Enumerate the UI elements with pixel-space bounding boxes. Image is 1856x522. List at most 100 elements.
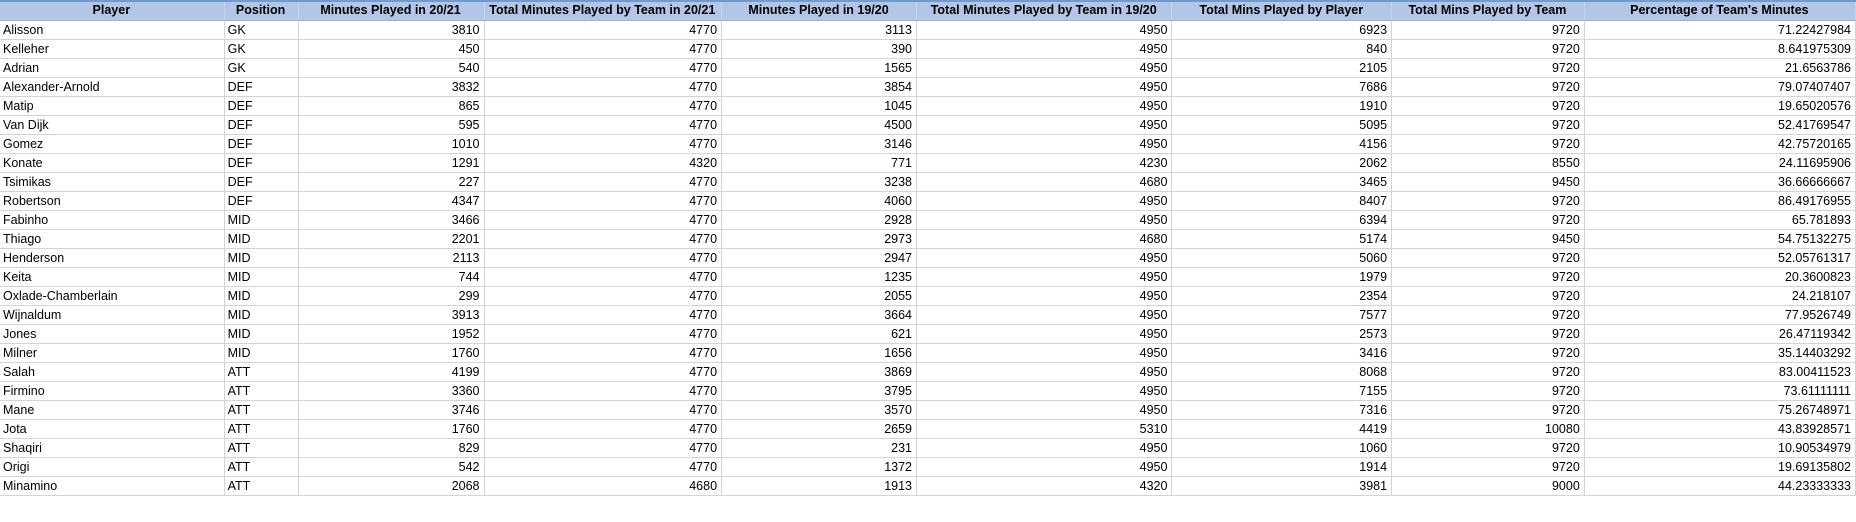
position-cell[interactable]: ATT <box>224 476 299 496</box>
team-minutes-1920-cell[interactable]: 4950 <box>916 96 1173 116</box>
team-minutes-1920-cell[interactable]: 4950 <box>916 191 1173 211</box>
total-player-mins-cell[interactable]: 1979 <box>1171 267 1393 287</box>
header-cell-team-minutes-1920[interactable]: Total Minutes Played by Team in 19/20 <box>916 0 1173 21</box>
total-player-mins-cell[interactable]: 1910 <box>1171 96 1393 116</box>
team-minutes-1920-cell[interactable]: 4950 <box>916 400 1173 420</box>
position-cell[interactable]: MID <box>224 324 299 344</box>
minutes-2021-cell[interactable]: 865 <box>298 96 485 116</box>
total-team-mins-cell[interactable]: 9720 <box>1391 248 1585 268</box>
team-minutes-1920-cell[interactable]: 4950 <box>916 115 1173 135</box>
header-cell-total-player-mins[interactable]: Total Mins Played by Player <box>1171 0 1393 21</box>
player-cell[interactable]: Milner <box>0 343 225 363</box>
total-team-mins-cell[interactable]: 10080 <box>1391 419 1585 439</box>
team-minutes-2021-cell[interactable]: 4770 <box>484 20 723 40</box>
team-minutes-2021-cell[interactable]: 4770 <box>484 134 723 154</box>
team-minutes-1920-cell[interactable]: 4950 <box>916 286 1173 306</box>
percentage-cell[interactable]: 86.49176955 <box>1584 191 1856 211</box>
minutes-1920-cell[interactable]: 2055 <box>721 286 917 306</box>
team-minutes-2021-cell[interactable]: 4770 <box>484 248 723 268</box>
team-minutes-2021-cell[interactable]: 4770 <box>484 343 723 363</box>
minutes-2021-cell[interactable]: 3913 <box>298 305 485 325</box>
minutes-2021-cell[interactable]: 744 <box>298 267 485 287</box>
minutes-1920-cell[interactable]: 3795 <box>721 381 917 401</box>
total-team-mins-cell[interactable]: 9720 <box>1391 343 1585 363</box>
team-minutes-2021-cell[interactable]: 4770 <box>484 96 723 116</box>
team-minutes-2021-cell[interactable]: 4770 <box>484 400 723 420</box>
percentage-cell[interactable]: 24.218107 <box>1584 286 1856 306</box>
total-team-mins-cell[interactable]: 9720 <box>1391 457 1585 477</box>
total-team-mins-cell[interactable]: 9720 <box>1391 286 1585 306</box>
total-player-mins-cell[interactable]: 7577 <box>1171 305 1393 325</box>
team-minutes-2021-cell[interactable]: 4770 <box>484 39 723 59</box>
team-minutes-1920-cell[interactable]: 4320 <box>916 476 1173 496</box>
team-minutes-1920-cell[interactable]: 4950 <box>916 210 1173 230</box>
minutes-2021-cell[interactable]: 829 <box>298 438 485 458</box>
team-minutes-1920-cell[interactable]: 4680 <box>916 172 1173 192</box>
total-team-mins-cell[interactable]: 9720 <box>1391 438 1585 458</box>
player-cell[interactable]: Oxlade-Chamberlain <box>0 286 225 306</box>
percentage-cell[interactable]: 75.26748971 <box>1584 400 1856 420</box>
player-cell[interactable]: Shaqiri <box>0 438 225 458</box>
team-minutes-2021-cell[interactable]: 4770 <box>484 115 723 135</box>
position-cell[interactable]: ATT <box>224 381 299 401</box>
total-player-mins-cell[interactable]: 2573 <box>1171 324 1393 344</box>
position-cell[interactable]: MID <box>224 267 299 287</box>
total-team-mins-cell[interactable]: 8550 <box>1391 153 1585 173</box>
team-minutes-2021-cell[interactable]: 4770 <box>484 381 723 401</box>
minutes-2021-cell[interactable]: 542 <box>298 457 485 477</box>
position-cell[interactable]: ATT <box>224 419 299 439</box>
total-player-mins-cell[interactable]: 3981 <box>1171 476 1393 496</box>
team-minutes-1920-cell[interactable]: 4950 <box>916 77 1173 97</box>
total-team-mins-cell[interactable]: 9720 <box>1391 362 1585 382</box>
minutes-1920-cell[interactable]: 4060 <box>721 191 917 211</box>
team-minutes-2021-cell[interactable]: 4770 <box>484 324 723 344</box>
team-minutes-1920-cell[interactable]: 4230 <box>916 153 1173 173</box>
percentage-cell[interactable]: 20.3600823 <box>1584 267 1856 287</box>
total-player-mins-cell[interactable]: 840 <box>1171 39 1393 59</box>
minutes-1920-cell[interactable]: 3238 <box>721 172 917 192</box>
team-minutes-1920-cell[interactable]: 4950 <box>916 267 1173 287</box>
player-cell[interactable]: Konate <box>0 153 225 173</box>
minutes-1920-cell[interactable]: 2973 <box>721 229 917 249</box>
player-cell[interactable]: Alexander-Arnold <box>0 77 225 97</box>
percentage-cell[interactable]: 65.781893 <box>1584 210 1856 230</box>
minutes-1920-cell[interactable]: 2928 <box>721 210 917 230</box>
minutes-2021-cell[interactable]: 299 <box>298 286 485 306</box>
player-cell[interactable]: Van Dijk <box>0 115 225 135</box>
total-team-mins-cell[interactable]: 9720 <box>1391 39 1585 59</box>
percentage-cell[interactable]: 71.22427984 <box>1584 20 1856 40</box>
total-player-mins-cell[interactable]: 1060 <box>1171 438 1393 458</box>
team-minutes-1920-cell[interactable]: 4950 <box>916 39 1173 59</box>
team-minutes-1920-cell[interactable]: 4950 <box>916 58 1173 78</box>
total-player-mins-cell[interactable]: 7316 <box>1171 400 1393 420</box>
player-cell[interactable]: Jones <box>0 324 225 344</box>
minutes-1920-cell[interactable]: 1372 <box>721 457 917 477</box>
position-cell[interactable]: DEF <box>224 191 299 211</box>
minutes-2021-cell[interactable]: 2068 <box>298 476 485 496</box>
player-cell[interactable]: Gomez <box>0 134 225 154</box>
total-player-mins-cell[interactable]: 7686 <box>1171 77 1393 97</box>
total-player-mins-cell[interactable]: 2354 <box>1171 286 1393 306</box>
total-team-mins-cell[interactable]: 9720 <box>1391 134 1585 154</box>
total-team-mins-cell[interactable]: 9720 <box>1391 210 1585 230</box>
percentage-cell[interactable]: 73.61111111 <box>1584 381 1856 401</box>
team-minutes-1920-cell[interactable]: 4950 <box>916 324 1173 344</box>
percentage-cell[interactable]: 42.75720165 <box>1584 134 1856 154</box>
position-cell[interactable]: ATT <box>224 362 299 382</box>
minutes-1920-cell[interactable]: 1913 <box>721 476 917 496</box>
player-cell[interactable]: Firmino <box>0 381 225 401</box>
total-team-mins-cell[interactable]: 9720 <box>1391 96 1585 116</box>
minutes-2021-cell[interactable]: 3746 <box>298 400 485 420</box>
minutes-2021-cell[interactable]: 1291 <box>298 153 485 173</box>
team-minutes-2021-cell[interactable]: 4320 <box>484 153 723 173</box>
percentage-cell[interactable]: 44.23333333 <box>1584 476 1856 496</box>
team-minutes-1920-cell[interactable]: 4950 <box>916 362 1173 382</box>
minutes-1920-cell[interactable]: 2659 <box>721 419 917 439</box>
team-minutes-2021-cell[interactable]: 4770 <box>484 77 723 97</box>
player-cell[interactable]: Minamino <box>0 476 225 496</box>
team-minutes-2021-cell[interactable]: 4770 <box>484 267 723 287</box>
total-player-mins-cell[interactable]: 1914 <box>1171 457 1393 477</box>
minutes-1920-cell[interactable]: 1656 <box>721 343 917 363</box>
position-cell[interactable]: DEF <box>224 96 299 116</box>
percentage-cell[interactable]: 54.75132275 <box>1584 229 1856 249</box>
